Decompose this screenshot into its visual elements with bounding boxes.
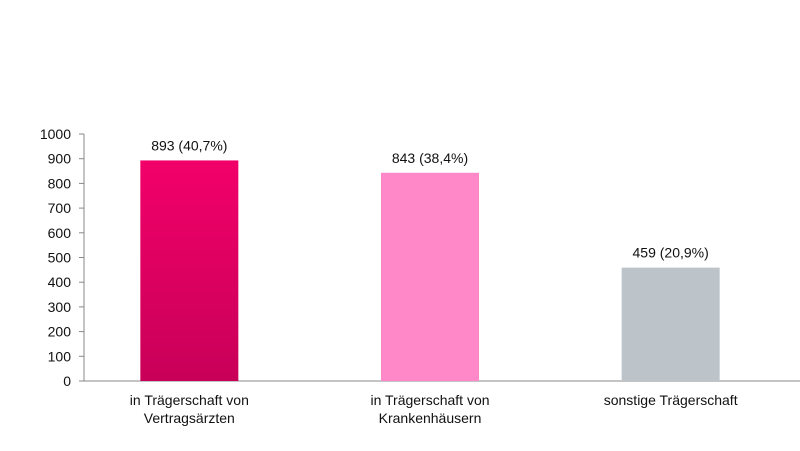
y-tick-label: 0 <box>63 373 71 389</box>
y-axis: 0 100 200 300 400 500 600 700 800 900 1000 <box>40 126 800 389</box>
y-tick-label: 800 <box>48 175 72 191</box>
category-label-line: sonstige Trägerschaft <box>604 392 738 408</box>
y-tick-label: 500 <box>48 250 72 266</box>
bar <box>140 160 239 381</box>
y-tick-label: 600 <box>48 225 72 241</box>
bar <box>621 267 720 381</box>
category-label-line: in Trägerschaft von <box>370 392 489 408</box>
y-tick-label: 300 <box>48 299 72 315</box>
y-tick-label: 400 <box>48 274 72 290</box>
bar <box>381 172 479 381</box>
category-label: in Trägerschaft von Krankenhäusern <box>370 392 489 426</box>
data-label: 893 (40,7%) <box>151 137 227 153</box>
category-label-line: Krankenhäusern <box>379 410 482 426</box>
data-label: 843 (38,4%) <box>392 150 468 166</box>
y-tick-label: 1000 <box>40 126 71 142</box>
category-label-line: Vertragsärzten <box>144 410 235 426</box>
category-label: sonstige Trägerschaft <box>604 392 738 408</box>
category-label-line: in Trägerschaft von <box>130 392 249 408</box>
y-tick-label: 200 <box>48 324 72 340</box>
data-label: 459 (20,9%) <box>633 245 709 261</box>
y-tick-label: 100 <box>48 348 72 364</box>
bars <box>140 160 720 381</box>
y-tick-label: 700 <box>48 200 72 216</box>
data-labels: 893 (40,7%) 843 (38,4%) 459 (20,9%) <box>151 137 709 260</box>
category-label: in Trägerschaft von Vertragsärzten <box>130 392 249 426</box>
y-tick-label: 900 <box>48 151 72 167</box>
